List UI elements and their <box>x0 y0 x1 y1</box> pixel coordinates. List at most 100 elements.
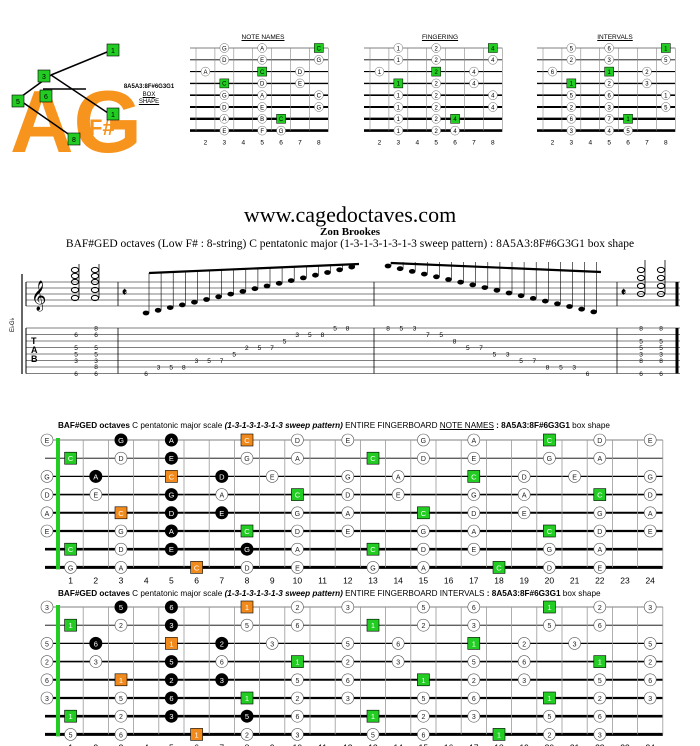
note-label: E <box>572 474 577 481</box>
mini-dot <box>393 125 404 136</box>
fret-number: 1 <box>68 742 73 746</box>
scale-box <box>64 709 77 723</box>
run-note <box>287 278 295 283</box>
mini-label: 4 <box>453 129 457 135</box>
note-dot <box>341 433 355 447</box>
svg-text:8: 8 <box>94 326 98 333</box>
note-dot <box>40 524 54 538</box>
mini-label: 5 <box>626 129 630 135</box>
tab-number: 5 <box>466 345 470 352</box>
note-label: D <box>597 529 602 536</box>
note-label: 6 <box>472 605 476 612</box>
note-label: G <box>547 456 552 463</box>
svg-text:5: 5 <box>16 99 20 106</box>
note-dot <box>593 709 607 723</box>
run-note <box>529 296 537 301</box>
mini-label: A <box>222 117 226 123</box>
tab-number: 6 <box>144 371 148 378</box>
note-label: 6 <box>598 623 602 630</box>
note-dot <box>291 433 304 447</box>
mini-dot <box>431 90 441 100</box>
note-label: C <box>194 563 200 572</box>
mini-label: D <box>298 70 303 76</box>
note-label: G <box>244 545 250 554</box>
run-note <box>251 286 259 292</box>
note-label: D <box>522 474 527 481</box>
mini-dot <box>219 55 230 65</box>
tab-number: 3 <box>506 352 510 359</box>
scale-box <box>64 618 77 632</box>
mini-dot <box>200 66 211 77</box>
mini-dot <box>431 78 441 89</box>
fret-number: 16 <box>444 575 454 585</box>
run-note <box>542 298 549 304</box>
mini-box <box>566 78 577 89</box>
note-dot <box>341 673 355 687</box>
note-label: E <box>270 474 275 481</box>
mini-label: 4 <box>472 82 476 88</box>
logo-caption: 8A5A3:8F#6G3G1 <box>123 84 175 90</box>
note-label: E <box>345 438 350 445</box>
note-dot <box>164 655 178 669</box>
note-label: 2 <box>245 732 249 739</box>
run-note <box>554 301 561 307</box>
fret-number: 21 <box>570 742 580 746</box>
mini-label: C <box>317 94 322 100</box>
note-label: E <box>45 438 50 445</box>
mini-fret-number: 4 <box>415 140 419 147</box>
note-label: C <box>68 454 74 463</box>
scale-box <box>291 488 304 501</box>
mini-label: E <box>222 129 226 135</box>
fret-number: 15 <box>419 742 429 746</box>
site-title: www.cagedoctaves.com <box>243 202 457 227</box>
note-label: 5 <box>421 605 425 612</box>
mini-fret-number: 5 <box>607 140 611 147</box>
mini-box <box>393 78 404 89</box>
mini-label: 1 <box>397 46 401 52</box>
mini-dot <box>431 102 441 112</box>
scale-box <box>366 542 380 556</box>
note-dot <box>164 542 178 556</box>
note-label: 5 <box>245 623 249 630</box>
note-dot <box>291 524 304 538</box>
note-label: 5 <box>119 696 123 703</box>
note-dot <box>467 618 481 632</box>
mini-label: C <box>279 117 284 123</box>
mini-dot <box>374 66 385 77</box>
note-dot <box>291 709 304 723</box>
tab-number: 5 <box>399 326 403 333</box>
run-note <box>578 306 585 312</box>
note-dot <box>40 673 54 687</box>
note-label: 3 <box>169 621 173 630</box>
mini-label: D <box>260 82 265 88</box>
note-dot <box>543 709 556 723</box>
note-dot <box>417 709 430 723</box>
mini-dot <box>661 90 671 100</box>
note-dot <box>467 600 481 614</box>
note-label: A <box>169 436 174 445</box>
note-label: G <box>68 565 73 572</box>
mini-label: 1 <box>664 46 668 52</box>
note-dot <box>215 469 229 483</box>
note-label: 1 <box>245 603 249 612</box>
scale-box <box>366 709 380 723</box>
note-label: G <box>421 438 426 445</box>
note-dot <box>240 451 254 465</box>
note-label: 2 <box>169 676 173 685</box>
nut <box>56 438 60 570</box>
scale-box <box>240 524 254 538</box>
mini-fretboard-diagrams: G A CD E GA C DC D EG A CD E GA B CE F G2 3 4 5 6 7 81 2 41 2 41 2 4… <box>190 43 676 147</box>
scale-box <box>492 728 506 741</box>
mini-fret-number: 6 <box>453 140 457 147</box>
mini-label: 3 <box>645 82 649 88</box>
mini-label: 3 <box>607 58 611 64</box>
note-dot <box>517 470 531 483</box>
scale-box <box>165 637 178 650</box>
mini-box <box>257 66 267 77</box>
note-label: 6 <box>598 714 602 721</box>
mini-fret-number: 5 <box>260 140 264 147</box>
note-dot <box>643 470 657 483</box>
note-label: 1 <box>547 694 551 703</box>
note-label: A <box>45 511 50 518</box>
run-note <box>493 287 501 293</box>
